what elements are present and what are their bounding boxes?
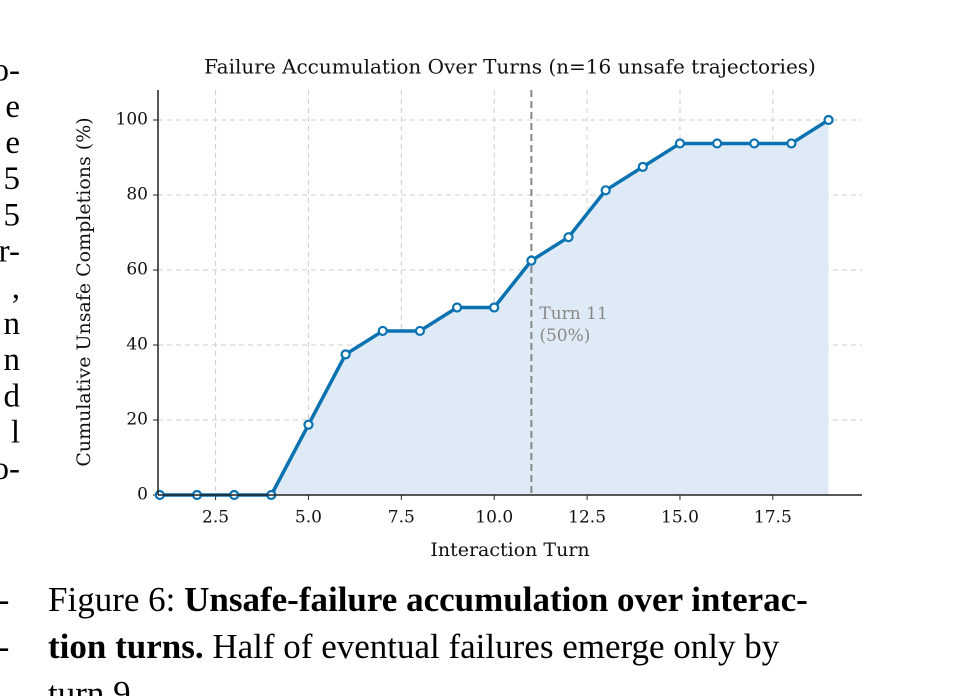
- marker: [712, 138, 723, 149]
- marker: [674, 138, 686, 149]
- text-fragment: r-: [0, 234, 20, 270]
- x-tick-label: 12.5: [568, 508, 606, 528]
- y-axis-label: Cumulative Unsafe Completions (%): [73, 117, 95, 466]
- text-fragment: e: [5, 89, 20, 125]
- marker: [303, 419, 314, 430]
- y-tick-label: 20: [126, 410, 148, 430]
- caption-label: Figure 6:: [48, 580, 185, 619]
- x-tick-label: 17.5: [754, 508, 792, 528]
- marker: [786, 138, 797, 149]
- caption-text: Half of eventual failures emerge only by: [203, 627, 780, 666]
- text-fragment: t-: [0, 627, 9, 667]
- text-fragment: t-: [0, 580, 9, 620]
- text-fragment: d: [4, 378, 21, 414]
- marker: [526, 255, 537, 266]
- annotation: (50%): [539, 326, 590, 346]
- y-tick-label: 100: [116, 110, 148, 130]
- caption-line: turn 9: [48, 674, 131, 696]
- y-tick-label: 40: [126, 335, 148, 355]
- marker: [489, 302, 500, 313]
- caption-bold: Unsafe-failure accumulation over interac…: [184, 580, 808, 619]
- x-tick-label: 5.0: [295, 508, 322, 528]
- caption-bold: tion turns.: [48, 627, 204, 666]
- text-fragment: e: [5, 125, 20, 161]
- text-fragment: 5: [4, 161, 21, 197]
- marker: [377, 325, 388, 337]
- marker: [749, 138, 760, 149]
- annotation: Turn 11: [539, 304, 607, 324]
- text-fragment: n: [4, 306, 21, 342]
- y-tick-label: 0: [137, 485, 148, 505]
- marker: [451, 302, 463, 313]
- marker: [637, 161, 648, 172]
- marker: [600, 185, 611, 196]
- text-fragment: n: [4, 342, 21, 378]
- x-tick-label: 15.0: [661, 508, 699, 528]
- text-fragment: 5: [4, 197, 21, 233]
- y-tick-label: 80: [126, 185, 148, 205]
- text-fragment: ,: [12, 270, 20, 306]
- x-tick-label: 2.5: [202, 508, 229, 528]
- text-fragment: l: [11, 415, 20, 451]
- marker: [823, 114, 834, 126]
- text-fragment: o-: [0, 451, 20, 487]
- x-tick-label: 7.5: [388, 508, 415, 528]
- chart-title: Failure Accumulation Over Turns (n=16 un…: [204, 55, 816, 79]
- marker: [563, 232, 574, 243]
- x-tick-label: 10.0: [475, 508, 513, 528]
- y-tick-label: 60: [126, 260, 148, 280]
- text-fragment: o-: [0, 53, 20, 89]
- caption-line: Figure 6: Unsafe-failure accumulation ov…: [48, 580, 808, 620]
- x-axis-label: Interaction Turn: [430, 539, 589, 561]
- marker: [414, 325, 426, 337]
- caption-text: turn 9: [48, 674, 131, 696]
- chart: Failure Accumulation Over Turns (n=16 un…: [0, 53, 862, 561]
- marker: [340, 349, 351, 360]
- caption-line: tion turns. Half of eventual failures em…: [48, 627, 779, 667]
